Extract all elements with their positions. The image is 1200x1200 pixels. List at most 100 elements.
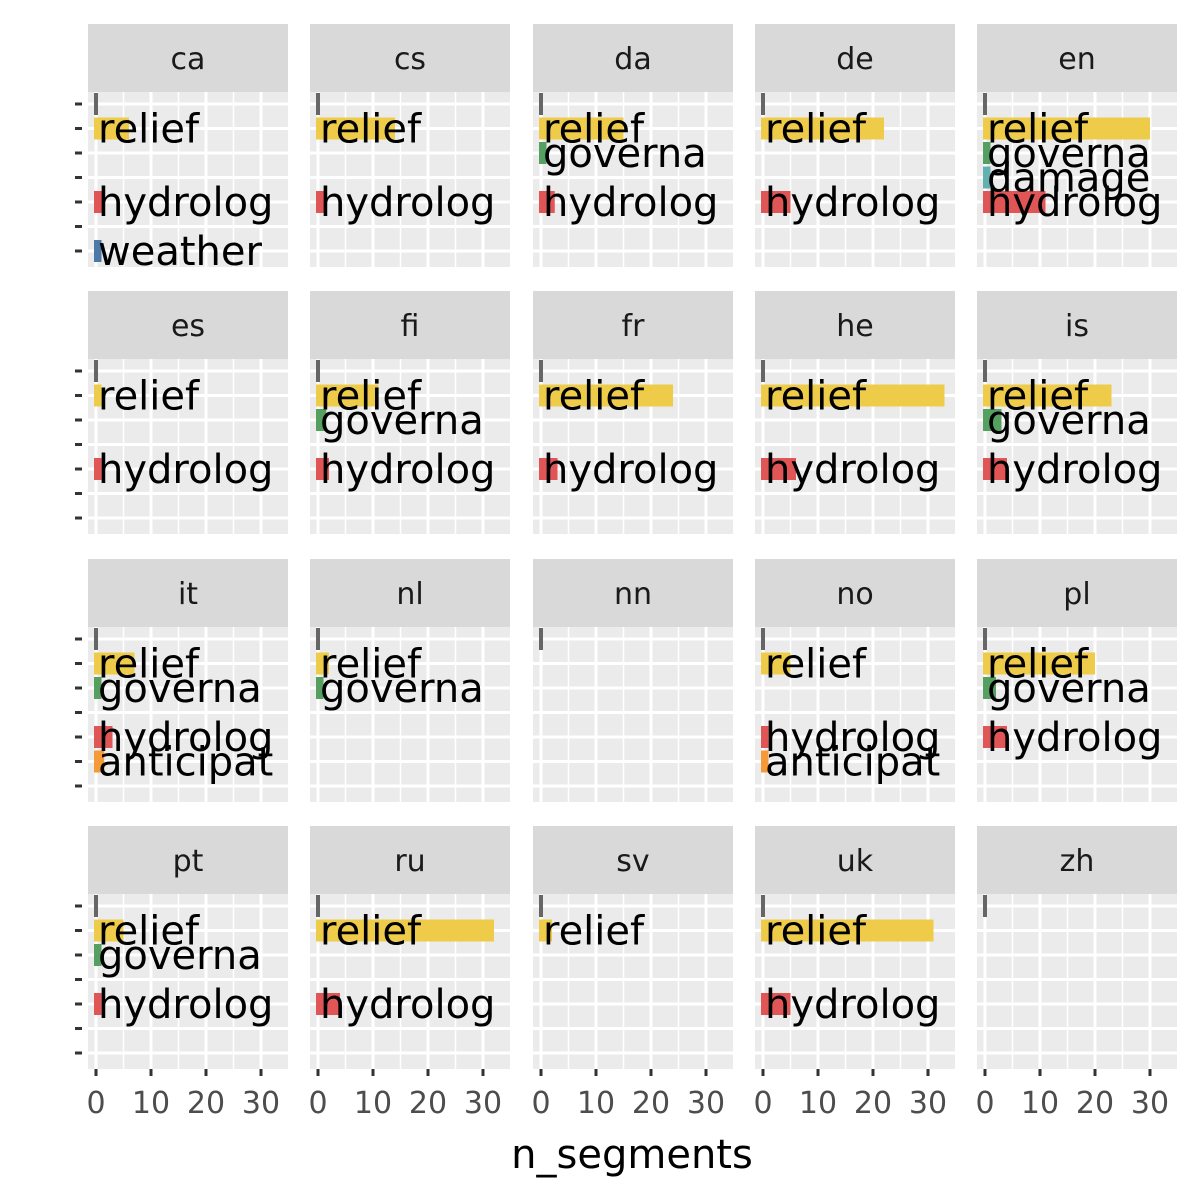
bar-governance bbox=[983, 142, 991, 164]
x-tick-label: 10 bbox=[799, 1086, 837, 1121]
bar-relief bbox=[316, 919, 494, 942]
bar-label-governance: governa bbox=[98, 666, 262, 712]
facet-strip bbox=[88, 559, 288, 627]
facet-strip-label: fi bbox=[401, 309, 420, 344]
bar-label-relief: relief bbox=[765, 909, 867, 955]
zero-marker bbox=[94, 628, 98, 650]
facet-strip-label: nl bbox=[396, 577, 423, 612]
bar-governance bbox=[316, 677, 324, 699]
bar-hydrology bbox=[316, 993, 340, 1015]
facet-strip-label: no bbox=[836, 577, 873, 612]
panel-content bbox=[533, 627, 733, 802]
facet-strip bbox=[755, 559, 955, 627]
bar-label-hydrology: hydrolog bbox=[987, 447, 1162, 493]
facet-strip-label: da bbox=[614, 42, 651, 77]
panel-content: relief bbox=[533, 894, 733, 1069]
x-tick-label: 30 bbox=[1131, 1086, 1169, 1121]
bar-hydrology bbox=[316, 191, 327, 213]
bar-label-relief: relief bbox=[320, 909, 422, 955]
facet-strip-label: sv bbox=[616, 844, 649, 879]
x-tick-label: 30 bbox=[242, 1086, 280, 1121]
bar-relief bbox=[983, 652, 1095, 675]
bar-hydrology bbox=[94, 458, 102, 480]
x-tick-label: 30 bbox=[687, 1086, 725, 1121]
bar-governance bbox=[94, 944, 102, 966]
facet-panel-he: he relief hydrolog bbox=[755, 291, 955, 534]
bar-hydrology bbox=[983, 191, 1046, 213]
bar-label-relief: relief bbox=[543, 374, 645, 420]
bar-label-hydrology: hydrolog bbox=[98, 180, 273, 226]
bar-label-governance: governa bbox=[320, 398, 484, 444]
facet-panel-fr: fr relief hydrolog bbox=[533, 291, 733, 534]
zero-marker bbox=[94, 895, 98, 917]
bar-hydrology bbox=[94, 993, 102, 1015]
facet-panel-zh: zh 0 10 20 30 bbox=[975, 826, 1177, 1121]
facet-strip bbox=[977, 24, 1177, 92]
facet-panel-cs: cs relief hydrolog bbox=[310, 24, 510, 267]
bar-governance bbox=[983, 677, 996, 699]
zero-marker bbox=[94, 93, 98, 115]
bar-governance bbox=[316, 409, 327, 431]
facet-strip bbox=[977, 291, 1177, 359]
x-tick-label: 0 bbox=[753, 1086, 772, 1121]
zero-marker bbox=[316, 93, 320, 115]
facet-strip bbox=[310, 291, 510, 359]
bar-label-hydrology: hydrolog bbox=[98, 447, 273, 493]
zero-marker bbox=[761, 360, 765, 382]
x-tick-label: 20 bbox=[1076, 1086, 1114, 1121]
facet-strip bbox=[977, 826, 1177, 894]
bar-hydrology bbox=[761, 458, 796, 480]
facet-strip bbox=[310, 559, 510, 627]
bar-label-relief: relief bbox=[320, 107, 422, 153]
bar-relief bbox=[94, 117, 129, 140]
bar-label-hydrology: hydrolog bbox=[765, 982, 940, 1028]
bar-label-governance: governa bbox=[987, 666, 1151, 712]
facet-strip-label: pt bbox=[173, 844, 204, 879]
facet-strip-label: fr bbox=[622, 309, 646, 344]
bar-hydrology bbox=[761, 993, 791, 1015]
bar-anticipation bbox=[94, 750, 105, 773]
bar-relief bbox=[761, 117, 884, 140]
x-tick-label: 0 bbox=[975, 1086, 994, 1121]
facet-strip-label: nn bbox=[614, 577, 652, 612]
bar-label-hydrology: hydrolog bbox=[765, 180, 940, 226]
bar-hydrology bbox=[761, 726, 769, 748]
bar-relief bbox=[94, 919, 124, 942]
bar-relief bbox=[94, 384, 102, 407]
panel-content: relief hydrolog bbox=[755, 359, 955, 534]
x-tick-label: 20 bbox=[854, 1086, 892, 1121]
bar-label-relief: relief bbox=[98, 374, 200, 420]
bar-damage bbox=[983, 166, 991, 189]
bar-label-anticipation: anticipat bbox=[765, 740, 940, 786]
zero-marker bbox=[94, 360, 98, 382]
x-tick-label: 20 bbox=[409, 1086, 447, 1121]
bar-label-relief: relief bbox=[98, 909, 200, 955]
x-tick-label: 30 bbox=[464, 1086, 502, 1121]
panel-background bbox=[533, 894, 733, 1069]
bar-relief bbox=[316, 117, 395, 140]
facet-strip-label: es bbox=[171, 309, 205, 344]
facet-panel-es: es relief hydrolog bbox=[75, 291, 288, 534]
bar-label-hydrology: hydrolog bbox=[98, 715, 273, 761]
zero-marker bbox=[316, 895, 320, 917]
facet-strip-label: ca bbox=[171, 42, 206, 77]
facet-panel-nn: nn bbox=[533, 559, 733, 802]
zero-marker bbox=[316, 360, 320, 382]
bar-label-relief: relief bbox=[98, 107, 200, 153]
bar-governance bbox=[539, 142, 547, 164]
bar-label-weather: weather bbox=[98, 229, 262, 275]
bar-label-hydrology: hydrolog bbox=[320, 180, 495, 226]
x-tick-label: 10 bbox=[577, 1086, 615, 1121]
panel-background bbox=[533, 627, 733, 802]
